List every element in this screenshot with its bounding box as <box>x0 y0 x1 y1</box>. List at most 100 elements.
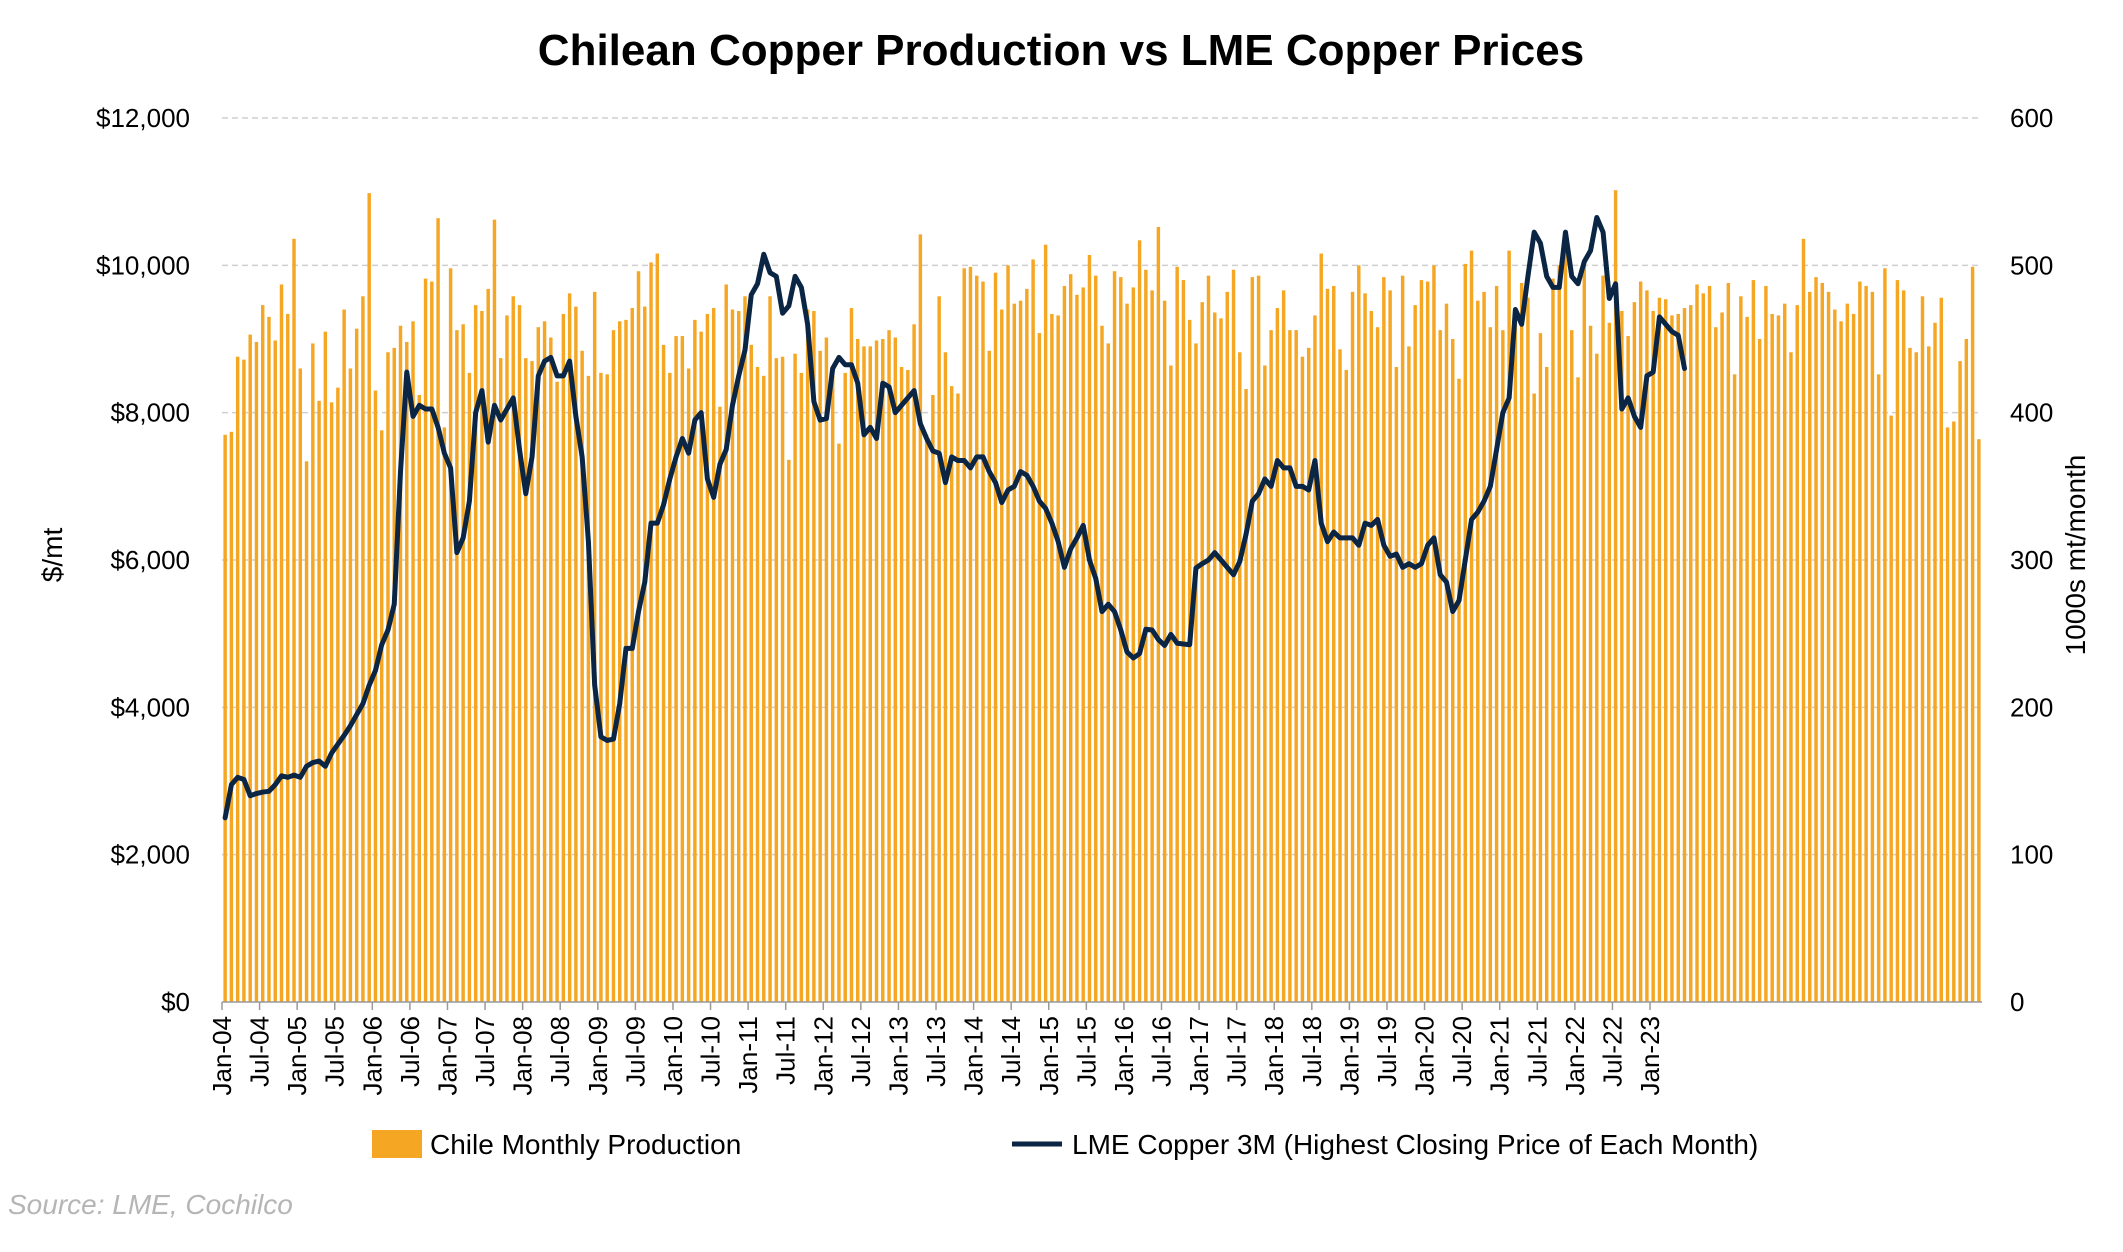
production-bar <box>1457 378 1461 1002</box>
production-bar <box>981 281 985 1002</box>
production-bar <box>1263 365 1267 1002</box>
production-bar <box>1839 321 1843 1002</box>
production-bar <box>899 366 904 1002</box>
production-bar <box>1895 280 1900 1003</box>
y2-axis-label: 1000s mt/month <box>2060 455 2091 656</box>
left-tick-label: $12,000 <box>96 103 190 133</box>
production-bar <box>498 358 503 1002</box>
x-tick-label: Jul-20 <box>1447 1016 1477 1087</box>
production-bar <box>1025 288 1029 1002</box>
production-bar <box>1663 299 1668 1003</box>
x-tick-label: Jan-23 <box>1635 1016 1665 1096</box>
x-axis-ticks: Jan-04 Jul-04 Jan-05 Jul-05 Jan-06 Jul-06 Jan-… <box>207 1002 1665 1096</box>
production-bar <box>1213 312 1217 1003</box>
production-bar <box>586 375 591 1002</box>
production-bar <box>1682 308 1687 1002</box>
production-bar <box>793 353 797 1002</box>
x-tick-label: Jan-21 <box>1485 1016 1515 1096</box>
production-bar <box>567 293 572 1002</box>
production-bar <box>1833 309 1837 1002</box>
production-bar <box>1250 277 1255 1002</box>
production-bar <box>1400 275 1405 1002</box>
production-bar <box>1112 271 1117 1002</box>
production-bar <box>1952 421 1956 1002</box>
production-bar <box>1231 269 1236 1003</box>
production-bar <box>480 311 484 1002</box>
x-tick-label: Jul-13 <box>921 1016 951 1087</box>
production-bar <box>373 390 378 1003</box>
production-bar <box>1757 339 1762 1002</box>
production-bar <box>524 358 528 1002</box>
production-bar <box>1889 415 1893 1002</box>
production-bar <box>1707 285 1712 1003</box>
production-bar <box>893 337 898 1002</box>
production-bar <box>473 305 478 1002</box>
production-bar <box>1726 283 1731 1003</box>
x-tick-label: Jan-17 <box>1184 1016 1214 1096</box>
production-bar <box>1770 313 1774 1002</box>
x-tick-label: Jul-10 <box>696 1016 726 1087</box>
production-bar <box>1375 327 1380 1002</box>
production-bar <box>1012 303 1017 1002</box>
production-bar <box>1288 330 1292 1002</box>
production-bar <box>405 341 409 1002</box>
x-tick-label: Jul-08 <box>545 1016 575 1087</box>
production-bar <box>1626 336 1630 1002</box>
production-bar <box>1306 347 1311 1003</box>
left-tick-label: $10,000 <box>96 250 190 280</box>
production-bar <box>730 309 735 1002</box>
production-bar <box>1031 259 1035 1002</box>
production-bar <box>1225 291 1229 1002</box>
x-tick-label: Jul-19 <box>1372 1016 1402 1087</box>
x-tick-label: Jul-15 <box>1071 1016 1101 1087</box>
production-bar <box>317 400 321 1002</box>
production-bar <box>881 339 885 1002</box>
production-bar <box>1344 369 1348 1002</box>
production-bar <box>1175 266 1179 1003</box>
production-bar <box>724 284 728 1002</box>
production-bar <box>1620 311 1624 1002</box>
production-bar <box>1281 290 1286 1002</box>
production-bar <box>411 321 415 1002</box>
production-bar <box>787 459 791 1002</box>
production-bar <box>1081 287 1085 1002</box>
production-bar <box>386 352 390 1002</box>
production-bar <box>1488 327 1493 1002</box>
production-bar <box>737 311 741 1002</box>
production-bar <box>311 343 315 1002</box>
production-bar <box>1438 330 1442 1002</box>
production-bar <box>611 330 616 1002</box>
production-bar <box>1576 377 1580 1003</box>
production-bar <box>1469 250 1474 1003</box>
x-tick-label: Jan-18 <box>1259 1016 1289 1096</box>
production-bar <box>442 427 447 1002</box>
production-bar <box>993 272 998 1002</box>
right-tick-label: 600 <box>2010 103 2053 133</box>
x-tick-label: Jan-10 <box>658 1016 688 1096</box>
x-tick-label: Jul-17 <box>1222 1016 1252 1087</box>
production-bar <box>1219 318 1223 1003</box>
production-bar <box>267 316 271 1002</box>
production-bar <box>643 306 647 1002</box>
x-tick-label: Jul-11 <box>771 1016 801 1085</box>
production-bar <box>618 321 622 1002</box>
production-bar <box>749 344 753 1003</box>
production-bar <box>1532 393 1536 1003</box>
production-bar <box>286 313 290 1002</box>
x-tick-label: Jan-08 <box>508 1016 538 1096</box>
production-bar <box>367 193 371 1002</box>
production-bar <box>1676 313 1680 1002</box>
production-bar <box>849 308 854 1002</box>
production-bar <box>743 296 747 1003</box>
production-bar <box>1845 303 1850 1002</box>
production-bar <box>824 337 829 1002</box>
production-bar <box>273 340 277 1002</box>
production-bar <box>329 402 334 1002</box>
right-tick-label: 300 <box>2010 545 2053 575</box>
production-bar <box>862 346 866 1002</box>
production-bar <box>392 347 396 1003</box>
production-bar <box>1820 283 1825 1003</box>
production-bar <box>505 315 509 1003</box>
production-bar <box>874 340 879 1002</box>
